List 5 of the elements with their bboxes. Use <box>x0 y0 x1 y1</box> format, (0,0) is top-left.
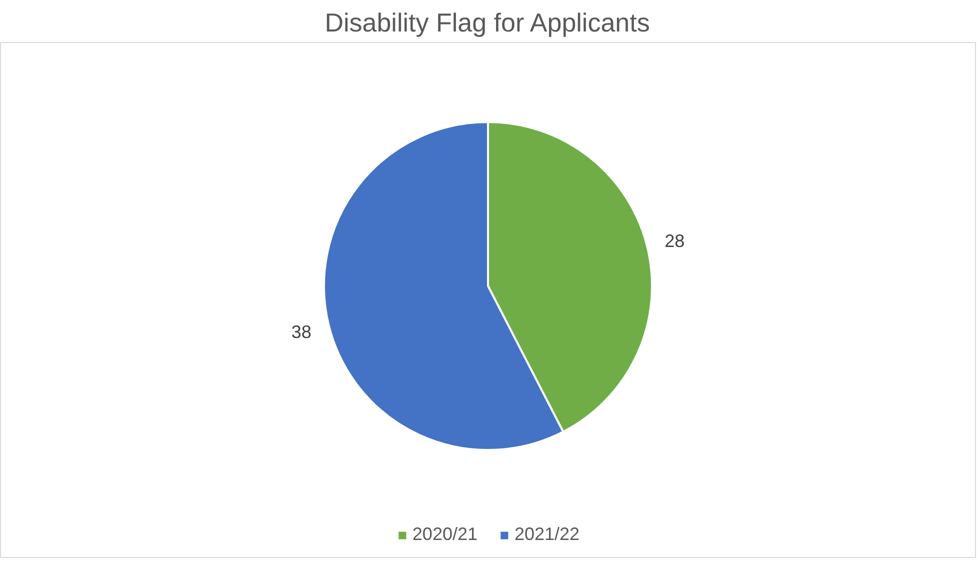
legend-label: 2021/22 <box>514 524 580 545</box>
data-label: 38 <box>291 322 312 342</box>
chart-title: Disability Flag for Applicants <box>324 8 650 38</box>
legend-label: 2020/21 <box>412 524 478 545</box>
data-label: 28 <box>664 231 685 252</box>
